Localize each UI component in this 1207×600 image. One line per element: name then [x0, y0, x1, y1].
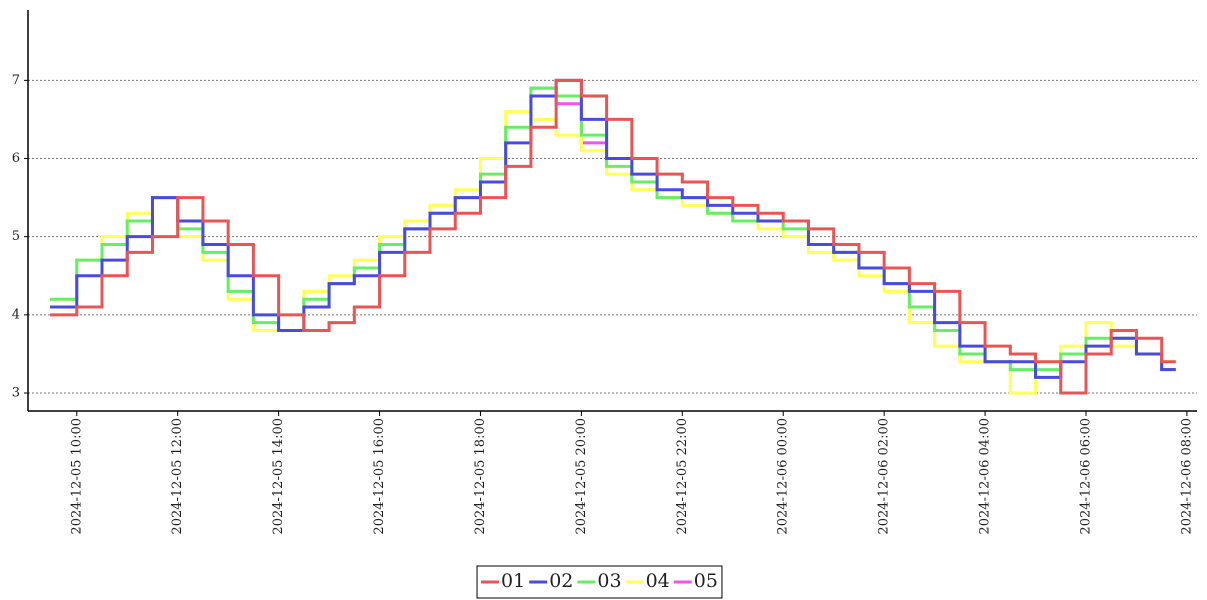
x-tick-label: 2024-12-05 14:00: [271, 418, 286, 535]
legend-label: 01: [501, 570, 525, 592]
x-tick-label: 2024-12-06 06:00: [1078, 418, 1093, 535]
plot-area: [50, 78, 1176, 395]
legend: 01 02 03 04 05: [476, 565, 723, 599]
x-tick-label: 2024-12-06 04:00: [978, 418, 993, 535]
legend-label: 03: [597, 570, 621, 592]
grid: 3 4 5 6 7 2024-12-05 10:00 2024-12-05 12:00 202…: [12, 73, 1197, 535]
x-tick-label: 2024-12-05 18:00: [473, 418, 488, 535]
x-tick-label: 2024-12-05 10:00: [69, 418, 84, 535]
x-tick-label: 2024-12-05 16:00: [372, 418, 387, 535]
legend-label: 04: [646, 570, 670, 592]
series: [50, 78, 1176, 379]
y-tick-label: 5: [12, 229, 20, 244]
x-tick-label: 2024-12-05 20:00: [574, 418, 589, 535]
legend-label: 05: [694, 570, 718, 592]
y-tick-label: 7: [12, 73, 20, 88]
y-tick-label: 3: [12, 386, 20, 401]
legend-label: 02: [549, 570, 573, 592]
y-tick-label: 6: [12, 151, 20, 166]
x-tick-label: 2024-12-06 08:00: [1179, 418, 1194, 535]
series: [50, 78, 1176, 395]
x-tick-label: 2024-12-05 22:00: [675, 418, 690, 535]
series: [50, 86, 1176, 372]
x-tick-label: 2024-12-06 02:00: [877, 418, 892, 535]
y-tick-label: 4: [12, 307, 20, 322]
x-tick-label: 2024-12-06 00:00: [776, 418, 791, 535]
x-tick-label: 2024-12-05 12:00: [170, 418, 185, 535]
